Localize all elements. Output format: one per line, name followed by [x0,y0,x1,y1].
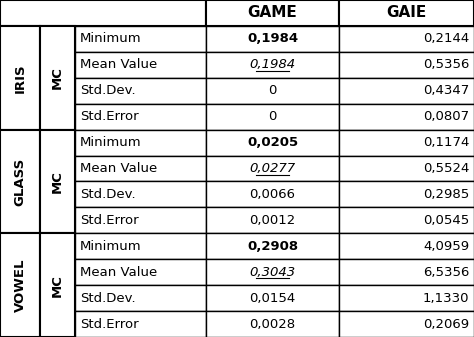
Text: Std.Error: Std.Error [80,110,138,123]
Text: 0,1174: 0,1174 [423,136,469,149]
Bar [339,26,474,52]
Bar [40,130,75,233]
Text: 0,0277: 0,0277 [249,162,296,175]
Text: 0,2069: 0,2069 [423,317,469,331]
Bar [75,285,206,311]
Bar [206,130,339,156]
Text: 0: 0 [268,84,277,97]
Text: Std.Dev.: Std.Dev. [80,84,135,97]
Bar [206,207,339,233]
Text: 0,3043: 0,3043 [249,266,296,279]
Text: Mean Value: Mean Value [80,266,157,279]
Bar [339,104,474,130]
Text: Std.Error: Std.Error [80,317,138,331]
Text: Std.Error: Std.Error [80,214,138,227]
Text: 0,0205: 0,0205 [247,136,298,149]
Bar [206,233,339,259]
Text: Std.Dev.: Std.Dev. [80,188,135,201]
Text: 0,0545: 0,0545 [423,214,469,227]
Text: 0,2908: 0,2908 [247,240,298,253]
Text: 0,2144: 0,2144 [423,32,469,45]
Bar [206,0,339,26]
Text: MC: MC [51,170,64,193]
Text: Minimum: Minimum [80,240,141,253]
Bar [75,181,206,207]
Text: Std.Dev.: Std.Dev. [80,292,135,305]
Text: 0,1984: 0,1984 [247,32,298,45]
Text: 0,2985: 0,2985 [423,188,469,201]
Bar [339,0,474,26]
Bar [206,26,339,52]
Bar [75,311,206,337]
Text: 0,0154: 0,0154 [249,292,296,305]
Bar [339,285,474,311]
Bar [206,104,339,130]
Bar [206,156,339,181]
Text: 0,5524: 0,5524 [423,162,469,175]
Text: 0,0012: 0,0012 [249,214,296,227]
Text: Mean Value: Mean Value [80,162,157,175]
Bar [75,233,206,259]
Bar [206,259,339,285]
Text: 0,0807: 0,0807 [423,110,469,123]
Text: Minimum: Minimum [80,136,141,149]
Text: GAIE: GAIE [386,5,427,21]
Bar [339,78,474,104]
Bar [75,259,206,285]
Text: VOWEL: VOWEL [14,258,27,312]
Bar [206,285,339,311]
Text: 0,1984: 0,1984 [249,58,296,71]
Bar [75,104,206,130]
Text: 4,0959: 4,0959 [423,240,469,253]
Bar [339,52,474,78]
Text: MC: MC [51,66,64,89]
Text: 6,5356: 6,5356 [423,266,469,279]
Bar [75,207,206,233]
Text: 1,1330: 1,1330 [423,292,469,305]
Bar [75,52,206,78]
Text: GAME: GAME [248,5,297,21]
Bar [339,181,474,207]
Text: 0,0028: 0,0028 [249,317,296,331]
Bar [75,130,206,156]
Text: 0,5356: 0,5356 [423,58,469,71]
Text: Minimum: Minimum [80,32,141,45]
Bar [339,259,474,285]
Text: 0: 0 [268,110,277,123]
Bar [0,0,206,26]
Bar [40,233,75,337]
Text: IRIS: IRIS [14,63,27,93]
Bar [75,26,206,52]
Text: 0,4347: 0,4347 [423,84,469,97]
Bar [339,207,474,233]
Bar [0,26,40,130]
Bar [206,52,339,78]
Bar [206,311,339,337]
Bar [0,233,40,337]
Bar [75,78,206,104]
Bar [206,78,339,104]
Bar [0,130,40,233]
Bar [206,181,339,207]
Bar [339,233,474,259]
Text: GLASS: GLASS [14,157,27,206]
Bar [40,26,75,130]
Text: 0,0066: 0,0066 [249,188,296,201]
Bar [339,311,474,337]
Text: Mean Value: Mean Value [80,58,157,71]
Text: MC: MC [51,274,64,297]
Bar [339,156,474,181]
Bar [75,156,206,181]
Bar [339,130,474,156]
